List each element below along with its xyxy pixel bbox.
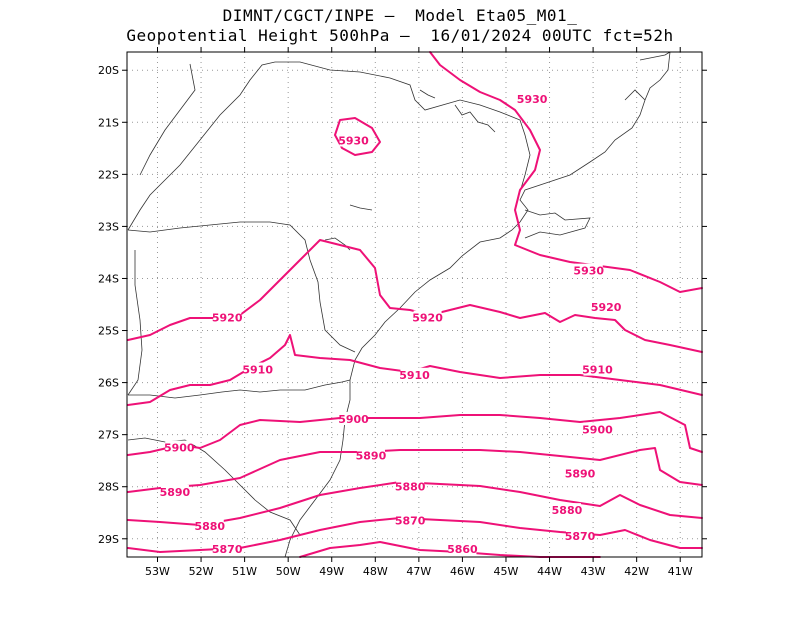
- lon-tick-label: 41W: [668, 565, 693, 578]
- lon-tick-label: 44W: [537, 565, 562, 578]
- lon-tick-label: 42W: [624, 565, 649, 578]
- contour-label-bg: [592, 300, 621, 314]
- contour-label-bg: [413, 310, 442, 324]
- contour-label-bg: [566, 466, 595, 480]
- lat-tick-label: 24S: [98, 272, 119, 285]
- contour-5920: [127, 239, 703, 353]
- contour-5900: [127, 411, 703, 456]
- border-west: [127, 250, 143, 396]
- lat-lon-grid: [127, 52, 702, 557]
- axis-ticks: 53W 52W 51W 50W 49W 48W 47W 46W 45W 44W 43W 42W 41W 2…: [98, 47, 707, 578]
- contour-label: 5890: [356, 449, 387, 462]
- contour-label-bg: [574, 263, 603, 277]
- contour-label-bg: [552, 503, 581, 517]
- contour-label-bg: [195, 518, 224, 532]
- contour-label: 5890: [160, 486, 191, 499]
- lat-tick-label: 26S: [98, 377, 119, 390]
- lon-tick-label: 47W: [406, 565, 431, 578]
- contour-label: 5930: [517, 93, 548, 106]
- contour-label: 5930: [573, 265, 604, 278]
- contour-label: 5910: [399, 369, 430, 382]
- contour-label-bg: [165, 440, 194, 454]
- border-country: [127, 437, 301, 536]
- coastline-inlet: [524, 209, 591, 239]
- contour-label: 5900: [164, 442, 195, 455]
- title-line-1: DIMNT/CGCT/INPE – Model Eta05_M01_: [222, 6, 578, 25]
- contour-label-bg: [243, 362, 272, 376]
- lat-tick-label: 25S: [98, 325, 119, 338]
- contour-label: 5900: [582, 423, 613, 436]
- contour-label: 5910: [242, 364, 273, 377]
- contour-5860: [299, 541, 601, 558]
- contour-label: 5860: [447, 543, 478, 556]
- contour-labels: 5930 5930 5930 5920 5920 5920 5910 5910 5910 5900…: [160, 91, 622, 556]
- contour-label-bg: [213, 310, 242, 324]
- contour-label: 5900: [338, 413, 369, 426]
- lat-tick-label: 29S: [98, 533, 119, 546]
- contour-label-bg: [396, 513, 425, 527]
- contour-label-bg: [400, 367, 429, 381]
- contour-label-bg: [583, 422, 612, 436]
- coastline: [284, 51, 671, 558]
- lat-tick-label: 21S: [98, 116, 119, 129]
- contour-5890: [127, 447, 703, 493]
- reservoir-2: [419, 89, 436, 99]
- lon-tick-label: 46W: [450, 565, 475, 578]
- contour-label: 5880: [395, 481, 426, 494]
- reservoir-1: [454, 104, 496, 133]
- contour-label: 5880: [194, 520, 225, 533]
- border-state-1: [127, 61, 531, 231]
- lat-tick-label: 20S: [98, 64, 119, 77]
- lat-tick-label: 22S: [98, 168, 119, 181]
- lat-tick-label: 23S: [98, 220, 119, 233]
- map-frame: [126, 51, 703, 558]
- contour-label: 5880: [552, 504, 583, 517]
- border-state-4: [128, 379, 351, 399]
- lon-tick-label: 45W: [494, 565, 519, 578]
- lon-tick-label: 53W: [145, 565, 170, 578]
- contour-5880: [127, 481, 703, 526]
- lon-tick-label: 48W: [363, 565, 388, 578]
- contour-label: 5910: [582, 364, 613, 377]
- contour-5930-closed: [334, 117, 381, 156]
- contour-5930-north: [429, 51, 703, 293]
- reservoir-3: [349, 204, 373, 211]
- contour-label-bg: [213, 542, 242, 556]
- contour-label: 5870: [395, 515, 426, 528]
- contour-label-bg: [448, 542, 477, 556]
- contour-label-bg: [339, 412, 368, 426]
- coastline-borders: [127, 51, 671, 558]
- contour-label-bg: [339, 133, 368, 147]
- border-state-2: [139, 63, 196, 176]
- lon-tick-label: 43W: [581, 565, 606, 578]
- contour-label-bg: [356, 448, 385, 462]
- border-state-3: [127, 221, 356, 353]
- lat-tick-label: 27S: [98, 429, 119, 442]
- lon-tick-label: 52W: [189, 565, 214, 578]
- contour-label: 5920: [212, 312, 243, 325]
- contour-label: 5870: [565, 530, 596, 543]
- coast-north: [624, 51, 671, 101]
- contour-label: 5930: [338, 135, 369, 148]
- lat-tick-label: 28S: [98, 481, 119, 494]
- contour-label-bg: [160, 484, 189, 498]
- title-line-2: Geopotential Height 500hPa – 16/01/2024 …: [126, 26, 674, 45]
- contour-5910: [127, 334, 703, 406]
- contour-label-bg: [396, 479, 425, 493]
- contour-label-bg: [583, 362, 612, 376]
- lon-tick-label: 51W: [232, 565, 257, 578]
- contour-label-bg: [518, 91, 547, 105]
- lon-tick-label: 49W: [319, 565, 344, 578]
- contour-label-bg: [566, 529, 595, 543]
- contour-label: 5890: [565, 468, 596, 481]
- contour-label: 5920: [412, 312, 443, 325]
- lon-tick-label: 50W: [276, 565, 301, 578]
- contour-label: 5920: [591, 301, 622, 314]
- contour-label: 5870: [212, 543, 243, 556]
